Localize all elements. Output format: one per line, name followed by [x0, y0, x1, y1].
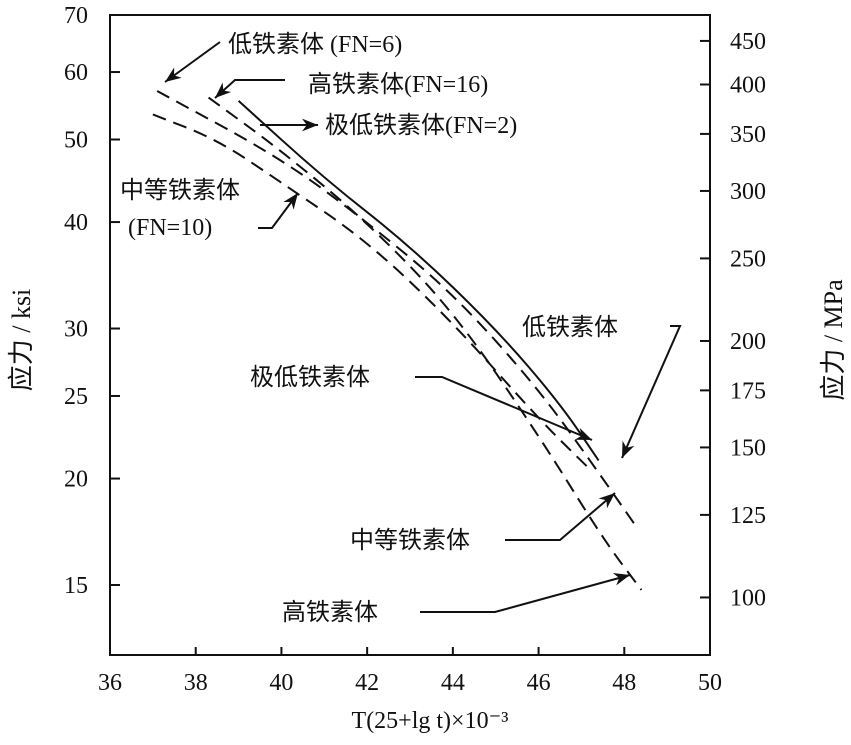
plot-frame	[109, 14, 711, 656]
y-right-tick-label: 400	[730, 72, 766, 98]
y-right-tick-label: 200	[730, 329, 766, 355]
series-line-3	[152, 113, 591, 471]
annotation: 中等铁素体	[350, 527, 470, 554]
y-right-tick-label: 300	[730, 179, 766, 205]
y-right-tick-label: 100	[730, 585, 766, 611]
annotation: 高铁素体(FN=16)	[308, 71, 488, 98]
x-tick-label: 50	[698, 670, 722, 696]
y-tick-label: 30	[64, 317, 88, 343]
x-tick-label: 36	[98, 670, 122, 696]
leader-arrows	[164, 41, 682, 613]
y-tick-label: 70	[64, 3, 88, 29]
arrow	[621, 325, 682, 459]
annotation: 低铁素体 (FN=6)	[228, 31, 402, 58]
annotation: 极低铁素体	[250, 364, 370, 391]
x-tick-label: 40	[269, 670, 293, 696]
y-axis-label-right: 应力 / MPa	[819, 279, 848, 401]
arrow	[258, 192, 299, 229]
y-right-tick-label: 250	[730, 246, 766, 272]
annotation: 高铁素体	[282, 599, 378, 626]
y-right-tick-label: 350	[730, 122, 766, 148]
series-line-1	[156, 90, 638, 529]
y-right-tick-label: 175	[730, 378, 766, 404]
y-right-tick-label: 450	[730, 29, 766, 55]
series-line-2	[207, 96, 643, 591]
y-right-tick-label: 125	[730, 503, 766, 529]
annotation: 极低铁素体(FN=2)	[325, 112, 517, 139]
y-tick-label: 40	[64, 210, 88, 236]
y-tick-label: 25	[64, 384, 88, 410]
x-axis-label: T(25+lg t)×10⁻³	[352, 708, 509, 734]
annotations: 低铁素体 (FN=6) 高铁素体(FN=16) 极低铁素体(FN=2) 中等铁素…	[120, 31, 618, 626]
y-tick-label: 15	[64, 573, 88, 599]
y-tick-label: 60	[64, 60, 88, 86]
x-tick-label: 46	[527, 670, 551, 696]
arrow	[214, 79, 285, 99]
y-right-tick-label: 150	[730, 435, 766, 461]
annotation: 低铁素体	[522, 314, 618, 341]
arrow	[420, 573, 631, 613]
y-tick-label: 20	[64, 467, 88, 493]
annotation: 中等铁素体	[120, 177, 240, 204]
series-line-0	[237, 100, 600, 462]
annotation: (FN=10)	[128, 215, 212, 241]
x-tick-label: 38	[184, 670, 208, 696]
arrow	[164, 41, 221, 83]
x-tick-label: 48	[612, 670, 636, 696]
arrow	[415, 376, 593, 441]
arrow	[505, 492, 616, 541]
x-tick-label: 42	[355, 670, 379, 696]
y-tick-label: 50	[64, 128, 88, 154]
y-axis-label-left: 应力 / ksi	[7, 289, 36, 392]
x-tick-label: 44	[441, 670, 465, 696]
